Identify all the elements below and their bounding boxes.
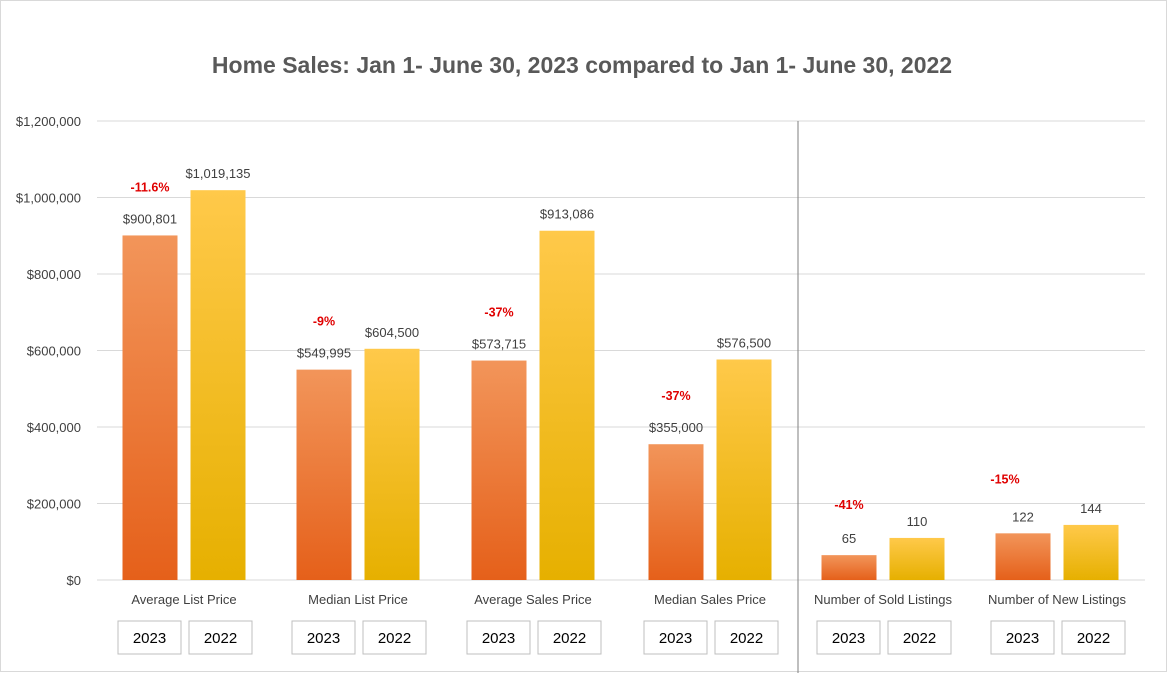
year-label: 2022 [730, 630, 763, 647]
value-label: $604,500 [365, 325, 419, 340]
value-label: $549,995 [297, 346, 351, 361]
y-tick-label: $600,000 [27, 344, 81, 359]
y-tick-label: $400,000 [27, 420, 81, 435]
category-label: Average List Price [131, 592, 236, 607]
bar-2023 [995, 533, 1051, 580]
value-label: 65 [842, 531, 856, 546]
y-tick-label: $1,200,000 [16, 114, 81, 129]
y-tick-label: $1,000,000 [16, 191, 81, 206]
year-box [887, 620, 952, 655]
year-box [643, 620, 708, 655]
data-labels: $900,801 $1,019,135 -11.6% $549,995 $604,500… [123, 166, 1102, 546]
value-label: 122 [1012, 509, 1034, 524]
bar-2023 [296, 369, 352, 580]
year-label: 2022 [204, 630, 237, 647]
bar-2022 [716, 359, 772, 580]
chart-title: Home Sales: Jan 1- June 30, 2023 compare… [212, 52, 952, 78]
year-box [466, 620, 531, 655]
bar-2022 [190, 190, 246, 581]
value-label: $576,500 [717, 335, 771, 350]
value-label: $355,000 [649, 420, 703, 435]
y-tick-label: $0 [67, 573, 81, 588]
bar-2022 [364, 348, 420, 580]
year-label: 2023 [482, 630, 515, 647]
y-axis: $0 $200,000 $400,000 $600,000 $800,000 $1,000… [16, 114, 81, 588]
year-label: 2022 [903, 630, 936, 647]
year-label: 2023 [133, 630, 166, 647]
category-label: Median List Price [308, 592, 408, 607]
year-box [816, 620, 881, 655]
year-label: 2022 [1077, 630, 1110, 647]
pct-change-label: -11.6% [131, 180, 170, 194]
value-label: $1,019,135 [185, 166, 250, 181]
gridlines [97, 120, 1145, 673]
value-label: 144 [1080, 501, 1102, 516]
value-label: $900,801 [123, 211, 177, 226]
year-label: 2023 [832, 630, 865, 647]
pct-change-label: -15% [990, 472, 1019, 486]
bars [122, 190, 1119, 581]
year-label: 2022 [378, 630, 411, 647]
year-label: 2023 [1006, 630, 1039, 647]
year-label: 2023 [307, 630, 340, 647]
pct-change-label: -37% [484, 306, 513, 320]
value-label: $913,086 [540, 207, 594, 222]
pct-change-label: -37% [661, 389, 690, 403]
bar-2022 [539, 230, 595, 580]
y-tick-label: $200,000 [27, 497, 81, 512]
value-label: 110 [907, 514, 928, 529]
bar-2023 [648, 444, 704, 580]
category-label: Median Sales Price [654, 592, 766, 607]
bar-2023 [122, 235, 178, 581]
year-box [714, 620, 779, 655]
y-tick-label: $800,000 [27, 267, 81, 282]
year-box [990, 620, 1055, 655]
bar-2023 [471, 360, 527, 580]
category-label: Average Sales Price [474, 592, 592, 607]
year-box [188, 620, 253, 655]
bar-2022 [1063, 524, 1119, 580]
year-box [291, 620, 356, 655]
pct-change-label: -41% [834, 498, 863, 512]
category-label: Number of New Listings [988, 592, 1126, 607]
pct-change-label: -9% [313, 315, 335, 329]
category-label: Number of Sold Listings [814, 592, 953, 607]
year-label: 2022 [553, 630, 586, 647]
bar-2023 [821, 555, 877, 580]
year-box [362, 620, 427, 655]
value-label: $573,715 [472, 337, 526, 352]
year-box [537, 620, 602, 655]
year-box [117, 620, 182, 655]
bar-2022 [889, 537, 945, 580]
year-box [1061, 620, 1126, 655]
year-label: 2023 [659, 630, 692, 647]
category-axis: Average List Price 2023 2022 Median List Pr… [117, 592, 1126, 655]
